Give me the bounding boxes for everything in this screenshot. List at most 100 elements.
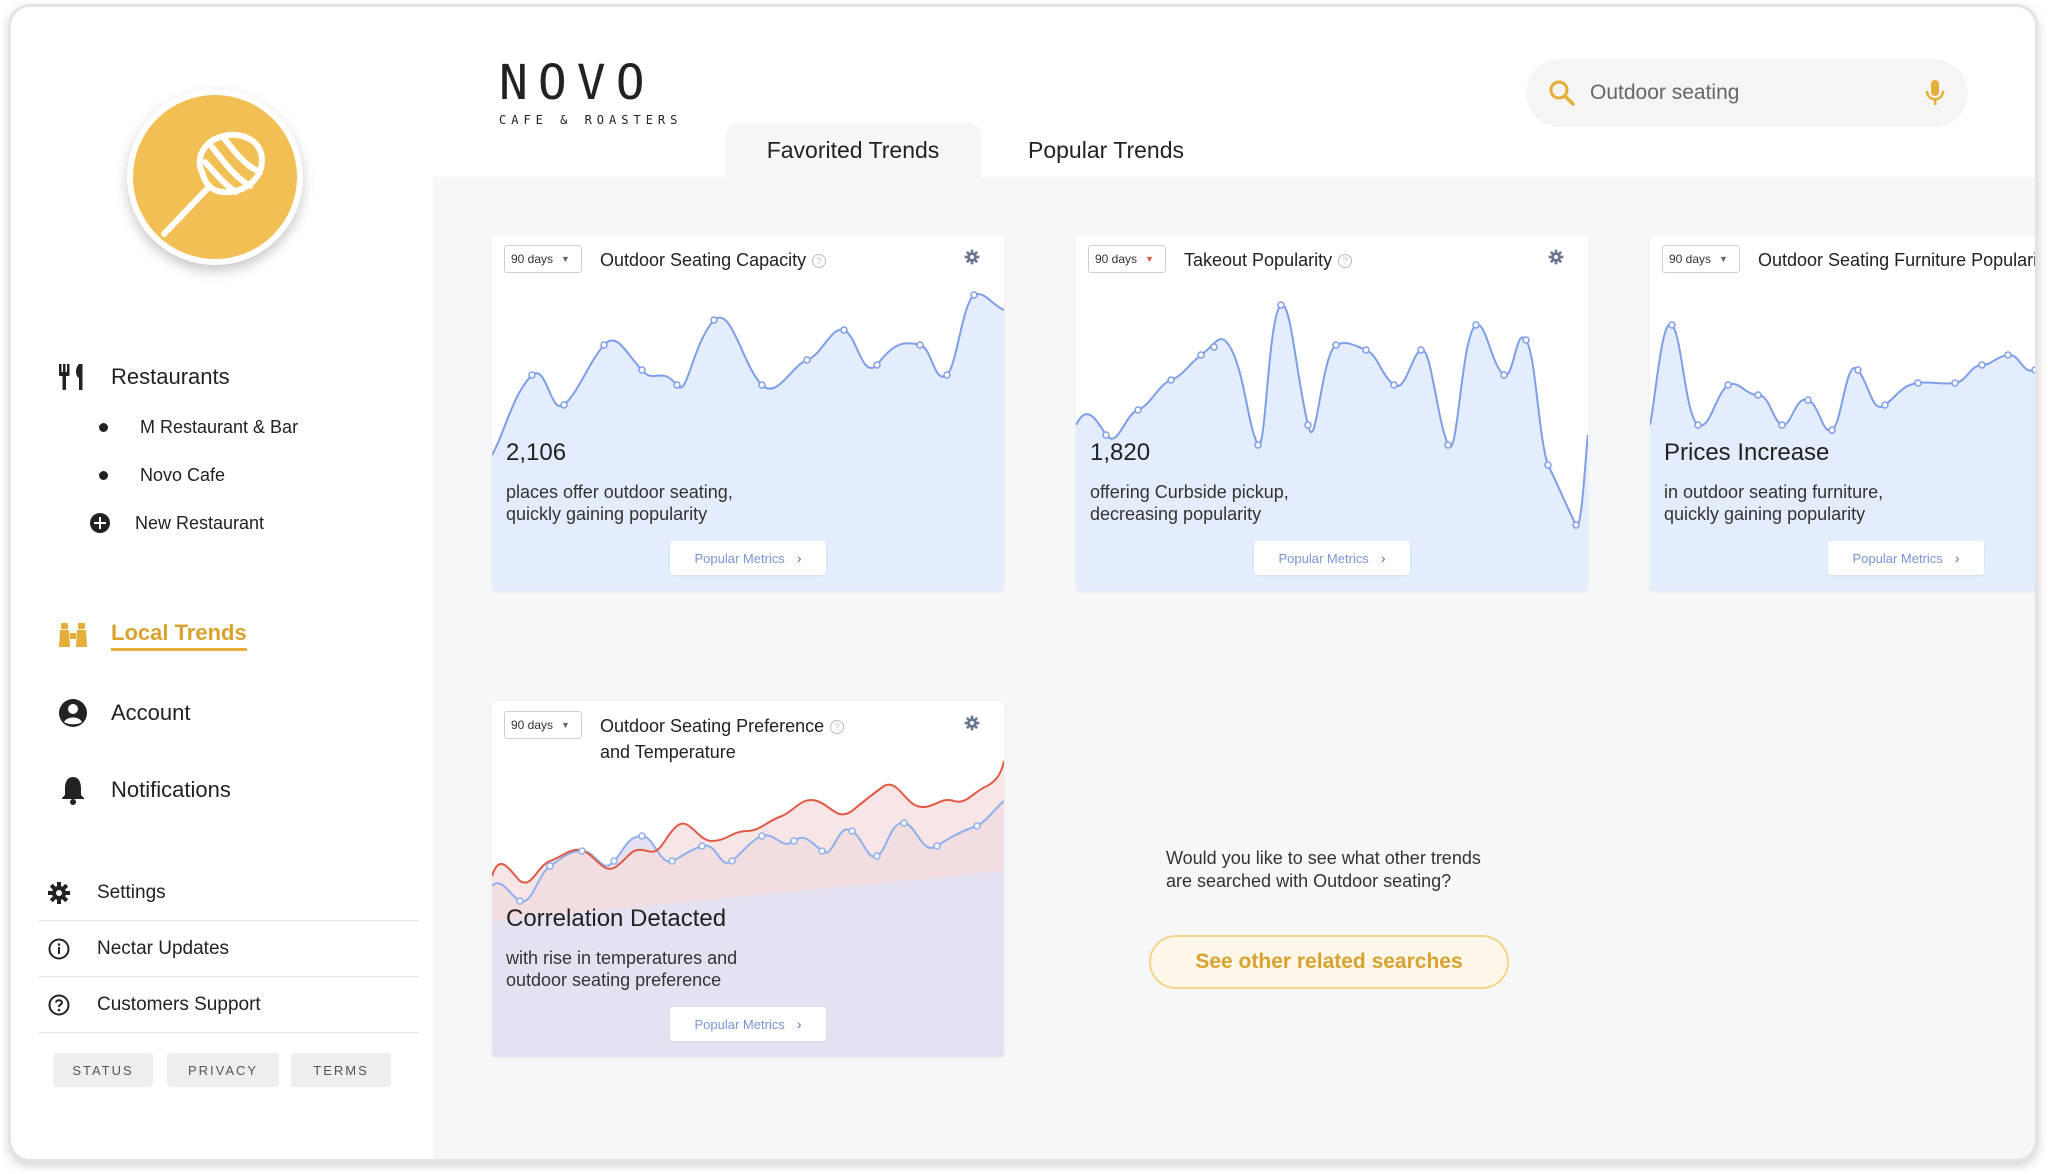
range-dropdown[interactable]: 90 days ▼ xyxy=(1088,245,1166,273)
card-description-line: quickly gaining popularity xyxy=(506,504,708,524)
card-description: with rise in temperatures and outdoor sea… xyxy=(506,947,826,991)
nav-notifications[interactable]: Notifications xyxy=(53,770,231,810)
fork-knife-icon xyxy=(53,357,93,397)
range-value: 90 days xyxy=(511,252,554,266)
microphone-icon[interactable] xyxy=(1924,78,1946,108)
card-description-line: quickly gaining popularity xyxy=(1664,504,1866,524)
new-restaurant-label: New Restaurant xyxy=(135,512,265,533)
restaurant-item-m-restaurant[interactable]: M Restaurant & Bar xyxy=(99,417,298,438)
card-title: Outdoor Seating Preference? and Temperat… xyxy=(600,713,845,765)
help-icon[interactable]: ? xyxy=(1338,254,1353,269)
tab-popular-trends[interactable]: Popular Trends xyxy=(1028,136,1184,163)
popular-metrics-label: Popular Metrics xyxy=(1278,550,1369,566)
nav-settings[interactable]: Settings xyxy=(39,865,419,921)
nav-account[interactable]: Account xyxy=(53,693,191,733)
card-description-line: places offer outdoor seating, xyxy=(506,482,733,502)
brand-tagline: CAFE & ROASTERS xyxy=(499,113,683,127)
gear-icon xyxy=(39,881,79,905)
trend-card-takeout-popularity[interactable]: 90 days ▼ Takeout Popularity? 1,820 offer… xyxy=(1076,235,1588,591)
brand-logo[interactable]: NOVO CAFE & ROASTERS xyxy=(499,55,682,127)
range-dropdown[interactable]: 90 days ▼ xyxy=(504,711,582,739)
popular-metrics-button[interactable]: Popular Metrics › xyxy=(1254,541,1410,575)
tab-favorited-trends[interactable]: Favorited Trends xyxy=(725,123,981,177)
chevron-down-icon: ▼ xyxy=(561,720,570,730)
search-bar[interactable]: Outdoor seating xyxy=(1526,59,1968,127)
card-title-text: Outdoor Seating Preference xyxy=(600,716,825,736)
gear-icon[interactable] xyxy=(1548,249,1564,265)
nav-nectar-updates-label: Nectar Updates xyxy=(97,937,230,959)
card-description: places offer outdoor seating, quickly gai… xyxy=(506,481,826,525)
range-value: 90 days xyxy=(511,718,554,732)
info-icon xyxy=(39,938,79,960)
card-title-text: Outdoor Seating Capacity xyxy=(600,250,807,270)
card-title: Outdoor Seating Furniture Popularity xyxy=(1758,250,2038,270)
popular-metrics-label: Popular Metrics xyxy=(694,550,785,566)
search-input[interactable]: Outdoor seating xyxy=(1590,81,1740,104)
restaurant-item-label: M Restaurant & Bar xyxy=(140,417,299,437)
popular-metrics-button[interactable]: Popular Metrics › xyxy=(670,541,826,575)
brand-name: NOVO xyxy=(499,55,655,111)
restaurant-item-novo-cafe[interactable]: Novo Cafe xyxy=(99,465,225,486)
privacy-button[interactable]: PRIVACY xyxy=(167,1053,279,1087)
trend-card-outdoor-seating-furniture[interactable]: 90 days ▼ Outdoor Seating Furniture Popul… xyxy=(1650,235,2038,591)
trend-chart xyxy=(1076,301,1588,591)
chevron-right-icon: › xyxy=(796,550,802,566)
logo[interactable] xyxy=(127,89,303,265)
card-description: offering Curbside pickup, decreasing popu… xyxy=(1090,481,1410,525)
nav-restaurants[interactable]: Restaurants xyxy=(53,357,230,397)
app-window: Restaurants M Restaurant & Bar Novo Cafe… xyxy=(8,4,2038,1162)
bell-icon xyxy=(53,770,93,810)
card-description-line: offering Curbside pickup, xyxy=(1090,482,1289,502)
help-icon xyxy=(39,994,79,1016)
new-restaurant-button[interactable]: New Restaurant xyxy=(89,512,264,534)
nav-local-trends-label: Local Trends xyxy=(111,620,247,651)
popular-metrics-label: Popular Metrics xyxy=(1852,550,1943,566)
nav-nectar-updates[interactable]: Nectar Updates xyxy=(39,921,419,977)
range-dropdown[interactable]: 90 days ▼ xyxy=(1662,245,1740,273)
trend-chart xyxy=(1650,321,2035,591)
range-value: 90 days xyxy=(1095,252,1138,266)
help-icon[interactable]: ? xyxy=(812,254,827,269)
card-metric: Correlation Detacted xyxy=(506,905,727,932)
nav-restaurants-label: Restaurants xyxy=(111,364,230,389)
range-dropdown[interactable]: 90 days ▼ xyxy=(504,245,582,273)
binoculars-icon xyxy=(53,615,93,655)
card-title: Takeout Popularity? xyxy=(1184,247,1353,273)
nav-settings-label: Settings xyxy=(97,881,166,903)
plus-circle-icon xyxy=(90,513,110,533)
card-metric: 1,820 xyxy=(1090,439,1151,466)
card-title-text: and Temperature xyxy=(600,742,736,762)
trend-card-outdoor-seating-capacity[interactable]: 90 days ▼ Outdoor Seating Capacity? 2,106… xyxy=(492,235,1004,591)
sidebar: Restaurants M Restaurant & Bar Novo Cafe… xyxy=(11,7,433,1159)
chevron-down-icon: ▼ xyxy=(1719,254,1728,264)
popular-metrics-button[interactable]: Popular Metrics › xyxy=(1828,541,1984,575)
card-title-text: Takeout Popularity xyxy=(1184,250,1333,270)
card-metric: 2,106 xyxy=(506,439,567,466)
chevron-right-icon: › xyxy=(796,1016,802,1032)
card-metric: Prices Increase xyxy=(1664,439,1830,466)
nav-customers-support-label: Customers Support xyxy=(97,993,261,1015)
trend-chart xyxy=(492,291,1004,591)
chevron-down-icon: ▼ xyxy=(1145,254,1154,264)
popular-metrics-label: Popular Metrics xyxy=(694,1016,785,1032)
gear-icon[interactable] xyxy=(964,249,980,265)
status-button[interactable]: STATUS xyxy=(53,1053,153,1087)
terms-button[interactable]: TERMS xyxy=(291,1053,391,1087)
trend-card-seating-preference-temperature[interactable]: 90 days ▼ Outdoor Seating Preference? and… xyxy=(492,701,1004,1057)
bullet-icon xyxy=(99,471,108,480)
related-searches-prompt: Would you like to see what other trends … xyxy=(1166,848,1481,891)
nav-account-label: Account xyxy=(111,700,191,725)
honey-dipper-icon xyxy=(161,131,266,237)
see-related-searches-button[interactable]: See other related searches xyxy=(1149,935,1509,989)
nav-customers-support[interactable]: Customers Support xyxy=(39,977,419,1033)
range-value: 90 days xyxy=(1669,252,1712,266)
gear-icon[interactable] xyxy=(964,715,980,731)
card-description: in outdoor seating furniture, quickly gai… xyxy=(1664,481,1984,525)
nav-local-trends[interactable]: Local Trends xyxy=(53,615,247,655)
chevron-right-icon: › xyxy=(1380,550,1386,566)
popular-metrics-button[interactable]: Popular Metrics › xyxy=(670,1007,826,1041)
help-icon[interactable]: ? xyxy=(830,720,845,735)
nav-notifications-label: Notifications xyxy=(111,777,231,802)
bullet-icon xyxy=(99,423,108,432)
card-description-line: with rise in temperatures and xyxy=(506,948,738,968)
